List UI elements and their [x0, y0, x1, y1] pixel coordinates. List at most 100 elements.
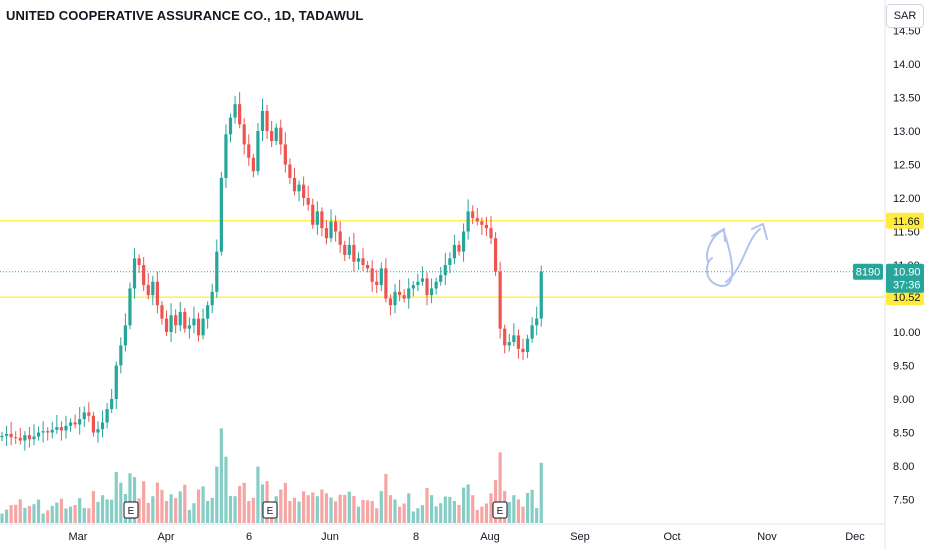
candle-body — [100, 422, 105, 430]
earnings-label: E — [128, 506, 135, 517]
volume-bar — [425, 487, 429, 523]
candle-body — [169, 315, 173, 332]
candle-body — [251, 157, 255, 172]
candle-body — [512, 335, 516, 343]
time-tick-label: Sep — [570, 531, 590, 543]
candle-body — [78, 419, 82, 425]
earnings-marker-2[interactable]: E — [492, 501, 508, 519]
price-tick-label: 13.00 — [893, 126, 921, 138]
candle-body — [525, 338, 530, 353]
svg-text:11.66: 11.66 — [893, 216, 920, 228]
projection-scribble-path — [705, 222, 768, 288]
candle-body — [201, 318, 205, 336]
candle-body — [110, 399, 114, 410]
volume-bar — [142, 481, 146, 523]
volume-bar — [233, 496, 237, 523]
candle-body — [228, 117, 233, 135]
price-tick-label: 9.00 — [893, 394, 914, 406]
price-tick-label: 14.00 — [893, 59, 921, 71]
candle-body — [91, 415, 95, 433]
volume-bar — [457, 504, 461, 523]
candle-body — [4, 433, 9, 436]
candle-body — [480, 221, 484, 225]
volume-bar — [411, 511, 415, 523]
candle-body — [260, 110, 265, 131]
candle-body — [283, 144, 287, 165]
candle-body — [471, 211, 475, 219]
volume-bar — [475, 509, 479, 523]
volume-bar — [4, 509, 9, 523]
level-price-label-1: 10.52 — [886, 289, 924, 306]
candle-body — [279, 127, 283, 145]
volume-bar — [366, 500, 370, 523]
earnings-marker-1[interactable]: E — [262, 501, 278, 519]
volume-bar — [539, 462, 543, 523]
candle-body — [434, 281, 438, 289]
candle-body — [379, 268, 383, 286]
candle-body — [324, 228, 329, 239]
candle-body — [32, 436, 36, 440]
volume-bar — [114, 472, 118, 523]
candle-body — [174, 315, 178, 326]
volume-bar — [192, 503, 196, 523]
candle-body — [105, 409, 109, 423]
volume-bar — [489, 493, 493, 523]
volume-bar — [484, 503, 489, 523]
candle-body — [132, 258, 137, 289]
candle-body — [238, 104, 242, 125]
volume-bar — [36, 499, 41, 523]
candle-body — [41, 431, 45, 433]
volume-bar — [78, 498, 82, 523]
volume-bar — [256, 466, 260, 523]
volume-bar — [46, 510, 50, 523]
volume-bar — [55, 502, 59, 523]
volume-bar — [521, 506, 525, 523]
svg-text:10.90: 10.90 — [893, 267, 921, 279]
candle-body — [516, 335, 521, 349]
candle-body — [206, 305, 210, 319]
candle-body — [73, 422, 77, 425]
volume-bar — [164, 501, 169, 523]
currency-button[interactable]: SAR — [886, 4, 924, 28]
volume-bar — [466, 484, 470, 523]
volume-bar — [201, 486, 205, 523]
volume-bar — [329, 497, 333, 523]
earnings-marker-0[interactable]: E — [123, 501, 139, 519]
candle-body — [23, 435, 27, 441]
volume-bar — [384, 473, 388, 523]
volume-bar — [64, 508, 68, 523]
volume-bar — [448, 496, 452, 523]
candle-body — [402, 295, 406, 299]
volume-bar — [32, 504, 36, 523]
volume-bar — [292, 497, 297, 523]
symbol-tag: 8190 — [853, 263, 883, 280]
volume-bar — [59, 498, 64, 523]
volume-bar — [105, 499, 109, 523]
candle-body — [393, 291, 397, 306]
candle-body — [270, 131, 274, 142]
candle-body — [429, 288, 434, 296]
candle-body — [475, 218, 479, 222]
candle-body — [425, 278, 429, 296]
volume-bar — [525, 493, 530, 523]
candle-body — [82, 412, 86, 420]
candle-body — [507, 342, 511, 346]
candle-body — [247, 144, 251, 158]
candle-body — [192, 318, 196, 326]
volume-bar — [100, 495, 105, 523]
candle-body — [0, 435, 4, 438]
volume-bar — [388, 495, 393, 523]
candle-body — [448, 258, 452, 265]
volume-bar — [461, 487, 466, 523]
time-axis: Mar Apr 6 Jun 8 Aug Sep Oct Nov Dec — [0, 523, 884, 543]
candle-body — [68, 422, 73, 426]
volume-bar — [306, 495, 310, 523]
candle-body — [384, 268, 388, 299]
time-tick-label: 6 — [246, 531, 252, 543]
time-tick-label: Nov — [757, 531, 777, 543]
volume-bar — [238, 486, 242, 523]
candle-body — [160, 305, 164, 319]
candle-body — [489, 228, 493, 239]
